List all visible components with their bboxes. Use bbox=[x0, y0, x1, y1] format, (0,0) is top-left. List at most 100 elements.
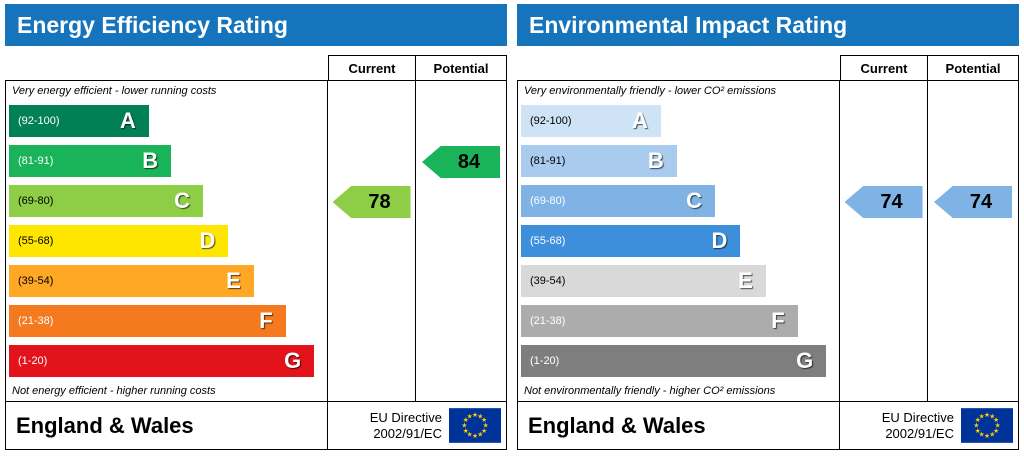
band-letter: B bbox=[647, 148, 664, 173]
energy-panel-title: Energy Efficiency Rating bbox=[5, 4, 507, 46]
current-rating-arrow: 78 bbox=[332, 186, 411, 218]
svg-text:★: ★ bbox=[989, 412, 995, 420]
potential-column-header: Potential bbox=[928, 55, 1019, 80]
region-label: England & Wales bbox=[6, 402, 328, 449]
band-bar-e: (39-54) E bbox=[521, 265, 766, 297]
current-column-header: Current bbox=[840, 55, 928, 80]
eu-directive-line1: EU Directive bbox=[881, 410, 954, 426]
band-letter: B bbox=[142, 148, 159, 173]
band-row-d: (55-68) D bbox=[518, 221, 839, 261]
environmental-bands: (92-100) A (81-91) B (69-80) C (55-68) D (39-54)… bbox=[518, 101, 839, 381]
svg-text:★: ★ bbox=[477, 431, 483, 439]
potential-rating-arrow: 74 bbox=[934, 186, 1012, 218]
band-row-a: (92-100) A bbox=[6, 101, 327, 141]
band-range-label: (1-20) bbox=[530, 355, 560, 367]
band-range-label: (69-80) bbox=[530, 195, 566, 207]
rating-table-body: Very energy efficient - lower running co… bbox=[5, 80, 507, 402]
band-row-c: (69-80) C bbox=[518, 181, 839, 221]
environmental-current-column: 74 bbox=[840, 81, 928, 401]
band-letter: E bbox=[738, 268, 753, 293]
band-row-e: (39-54) E bbox=[6, 261, 327, 301]
top-note: Very energy efficient - lower running co… bbox=[12, 85, 217, 97]
band-bar-d: (55-68) D bbox=[521, 225, 741, 257]
table-footer: England & Wales EU Directive 2002/91/EC … bbox=[517, 402, 1019, 450]
band-bar-g: (1-20) G bbox=[521, 345, 827, 377]
energy-potential-column: 84 bbox=[416, 81, 506, 401]
bottom-note: Not environmentally friendly - higher CO… bbox=[524, 385, 776, 397]
band-bar-c: (69-80) C bbox=[521, 185, 715, 217]
band-row-b: (81-91) B bbox=[518, 141, 839, 181]
svg-text:★: ★ bbox=[477, 412, 483, 420]
band-letter: E bbox=[226, 268, 241, 293]
current-rating-arrow: 74 bbox=[844, 186, 923, 218]
header-spacer bbox=[5, 55, 328, 80]
band-bar-f: (21-38) F bbox=[9, 305, 286, 337]
svg-text:★: ★ bbox=[979, 431, 985, 439]
band-letter: D bbox=[711, 228, 728, 253]
eu-directive-line1: EU Directive bbox=[369, 410, 442, 426]
band-range-label: (55-68) bbox=[530, 235, 566, 247]
potential-rating-arrow: 84 bbox=[422, 146, 500, 178]
table-header-row: Current Potential bbox=[517, 55, 1019, 80]
svg-text:★: ★ bbox=[995, 422, 1001, 430]
band-range-label: (81-91) bbox=[530, 155, 566, 167]
svg-text:★: ★ bbox=[984, 411, 990, 419]
environmental-band-chart: Very environmentally friendly - lower CO… bbox=[518, 81, 840, 401]
svg-text:★: ★ bbox=[472, 411, 478, 419]
top-note: Very environmentally friendly - lower CO… bbox=[524, 85, 777, 97]
svg-text:★: ★ bbox=[463, 427, 469, 435]
svg-text:★: ★ bbox=[984, 432, 990, 440]
band-row-d: (55-68) D bbox=[6, 221, 327, 261]
band-row-f: (21-38) F bbox=[6, 301, 327, 341]
energy-band-chart: Very energy efficient - lower running co… bbox=[6, 81, 328, 401]
energy-efficiency-panel: Energy Efficiency Rating Current Potenti… bbox=[5, 4, 507, 450]
eu-directive-text: EU Directive 2002/91/EC bbox=[370, 410, 442, 441]
svg-text:★: ★ bbox=[481, 427, 487, 435]
band-range-label: (1-20) bbox=[18, 355, 48, 367]
band-row-g: (1-20) G bbox=[518, 341, 839, 381]
potential-column-header: Potential bbox=[416, 55, 507, 80]
band-range-label: (39-54) bbox=[530, 275, 566, 287]
svg-text:★: ★ bbox=[461, 422, 467, 430]
band-letter: A bbox=[120, 108, 136, 133]
energy-bands: (92-100) A (81-91) B (69-80) C (55-68) D (39-54)… bbox=[6, 101, 327, 381]
environmental-potential-column: 74 bbox=[928, 81, 1018, 401]
band-range-label: (39-54) bbox=[18, 275, 54, 287]
svg-text:★: ★ bbox=[979, 412, 985, 420]
band-bar-a: (92-100) A bbox=[521, 105, 661, 137]
band-range-label: (21-38) bbox=[18, 315, 54, 327]
svg-text:★: ★ bbox=[973, 422, 979, 430]
eu-directive-cell: EU Directive 2002/91/EC ★ ★ ★ ★ ★ ★ ★ ★ ★ ★ ★ ★ bbox=[840, 402, 1018, 449]
region-label: England & Wales bbox=[518, 402, 840, 449]
band-letter: C bbox=[686, 188, 702, 213]
svg-text:★: ★ bbox=[993, 416, 999, 424]
band-bar-e: (39-54) E bbox=[9, 265, 254, 297]
svg-text:★: ★ bbox=[483, 422, 489, 430]
band-row-b: (81-91) B bbox=[6, 141, 327, 181]
svg-text:★: ★ bbox=[467, 431, 473, 439]
band-row-c: (69-80) C bbox=[6, 181, 327, 221]
band-bar-c: (69-80) C bbox=[9, 185, 203, 217]
eu-directive-line2: 2002/91/EC bbox=[373, 425, 442, 441]
band-letter: D bbox=[199, 228, 216, 253]
svg-text:★: ★ bbox=[993, 427, 999, 435]
svg-text:★: ★ bbox=[481, 416, 487, 424]
band-letter: F bbox=[259, 308, 273, 333]
band-row-a: (92-100) A bbox=[518, 101, 839, 141]
band-row-e: (39-54) E bbox=[518, 261, 839, 301]
band-range-label: (92-100) bbox=[530, 115, 572, 127]
band-letter: A bbox=[632, 108, 648, 133]
band-bar-b: (81-91) B bbox=[521, 145, 677, 177]
environmental-panel-title: Environmental Impact Rating bbox=[517, 4, 1019, 46]
band-row-g: (1-20) G bbox=[6, 341, 327, 381]
band-bar-d: (55-68) D bbox=[9, 225, 229, 257]
energy-current-column: 78 bbox=[328, 81, 416, 401]
svg-text:★: ★ bbox=[467, 412, 473, 420]
band-range-label: (55-68) bbox=[18, 235, 54, 247]
svg-text:★: ★ bbox=[975, 427, 981, 435]
eu-flag-icon: ★ ★★★★★★★★★★★ bbox=[449, 408, 501, 443]
band-bar-b: (81-91) B bbox=[9, 145, 172, 177]
band-row-f: (21-38) F bbox=[518, 301, 839, 341]
svg-text:★: ★ bbox=[989, 431, 995, 439]
